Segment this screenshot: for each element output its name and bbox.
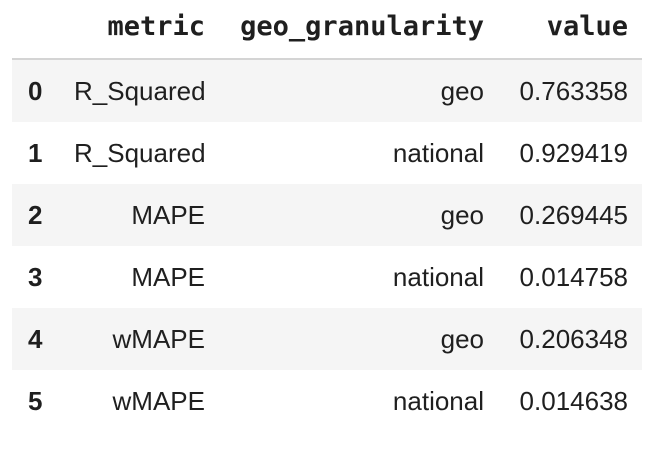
- cell-metric: MAPE: [131, 200, 205, 230]
- row-index: 2: [28, 200, 43, 230]
- cell-metric: MAPE: [131, 262, 205, 292]
- col-header-metric: metric: [60, 0, 219, 60]
- cell-geo-granularity: geo: [440, 76, 484, 106]
- cell-geo-granularity: geo: [440, 324, 484, 354]
- cell-geo-granularity: geo: [440, 200, 484, 230]
- table-row: 4 wMAPE geo 0.206348: [12, 308, 642, 370]
- row-index: 4: [28, 324, 43, 354]
- notebook-output-area: metric geo_granularity value 0 R_Squared…: [12, 0, 642, 432]
- cell-value: 0.269445: [519, 200, 628, 230]
- row-index: 0: [28, 76, 43, 106]
- table-row: 5 wMAPE national 0.014638: [12, 370, 642, 432]
- row-index: 5: [28, 386, 43, 416]
- cell-geo-granularity: national: [392, 386, 484, 416]
- cell-value: 0.014638: [519, 386, 628, 416]
- cell-geo-granularity: national: [392, 138, 484, 168]
- row-index: 3: [28, 262, 43, 292]
- col-header-value: value: [498, 0, 642, 60]
- table-row: 3 MAPE national 0.014758: [12, 246, 642, 308]
- table-body: 0 R_Squared geo 0.763358 1 R_Squared nat…: [12, 59, 642, 432]
- cell-metric: R_Squared: [74, 76, 206, 106]
- cell-metric: wMAPE: [112, 386, 205, 416]
- table-row: 2 MAPE geo 0.269445: [12, 184, 642, 246]
- col-header-geo-granularity: geo_granularity: [219, 0, 498, 60]
- dataframe-table: metric geo_granularity value 0 R_Squared…: [12, 0, 642, 432]
- row-index: 1: [28, 138, 43, 168]
- cell-value: 0.206348: [519, 324, 628, 354]
- col-header-index: [12, 0, 60, 60]
- table-header: metric geo_granularity value: [12, 0, 642, 60]
- cell-metric: wMAPE: [112, 324, 205, 354]
- cell-metric: R_Squared: [74, 138, 206, 168]
- cell-value: 0.929419: [519, 138, 628, 168]
- cell-geo-granularity: national: [392, 262, 484, 292]
- header-row: metric geo_granularity value: [12, 0, 642, 60]
- cell-value: 0.763358: [519, 76, 628, 106]
- table-row: 1 R_Squared national 0.929419: [12, 122, 642, 184]
- table-row: 0 R_Squared geo 0.763358: [12, 59, 642, 122]
- cell-value: 0.014758: [519, 262, 628, 292]
